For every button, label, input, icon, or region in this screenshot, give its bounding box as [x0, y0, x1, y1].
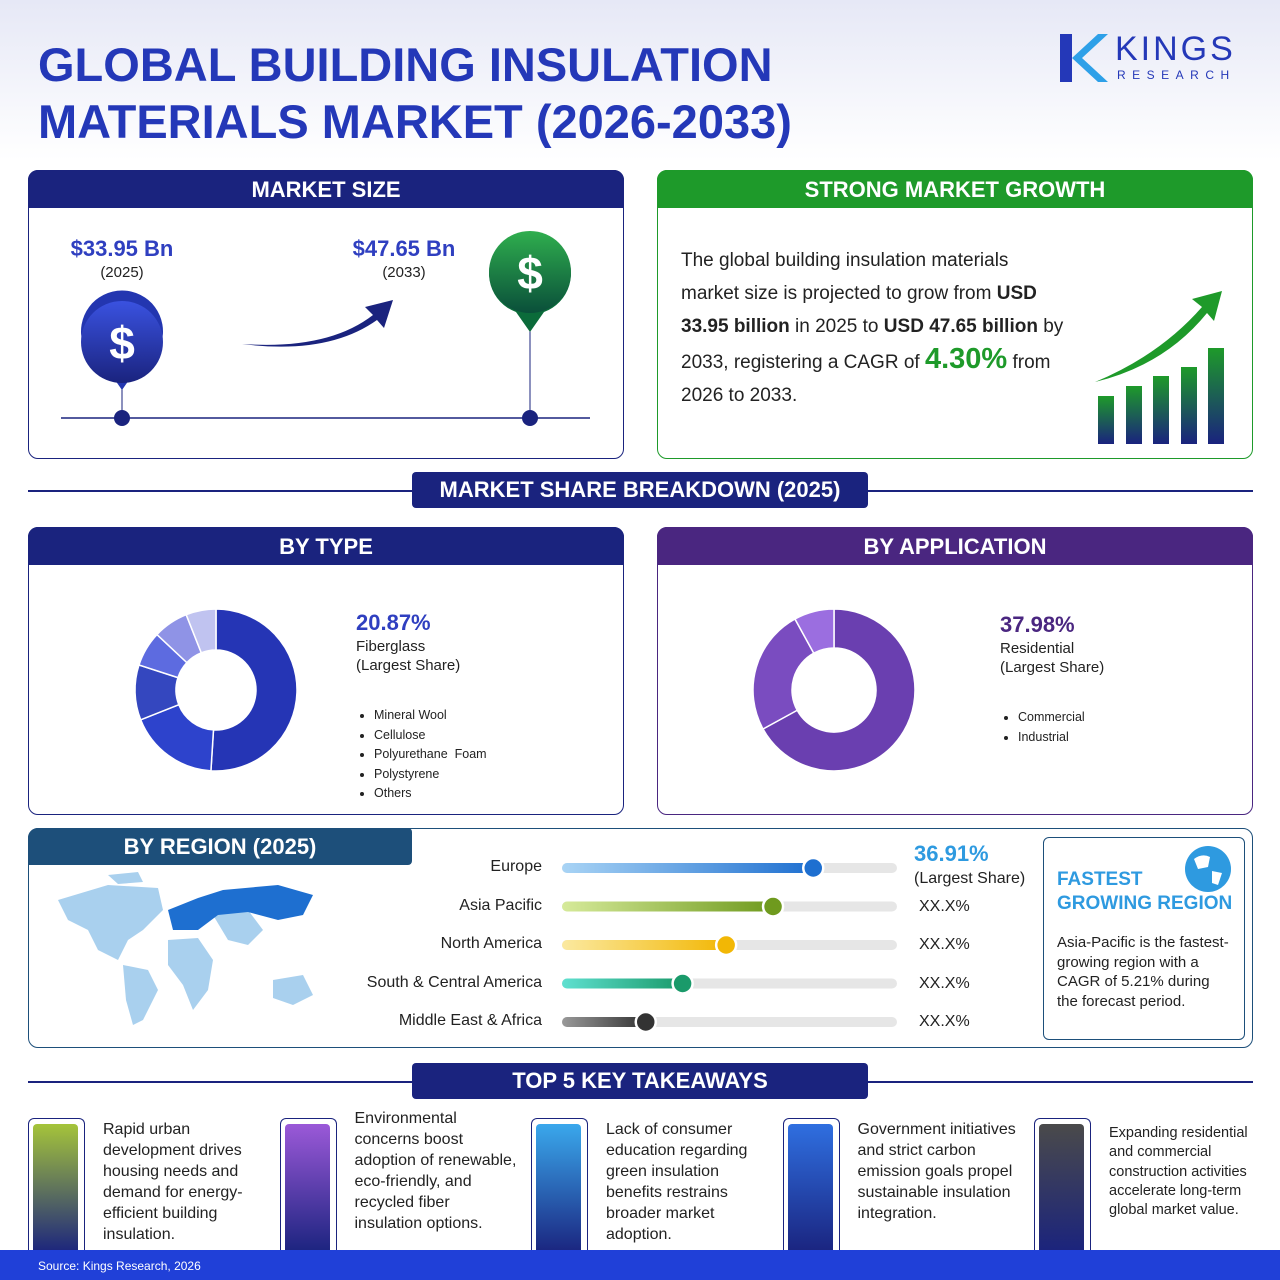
legend: Mineral WoolCellulosePolyurethane FoamPo… [356, 706, 487, 804]
slider-fill [562, 940, 727, 950]
box-header: BY TYPE [28, 527, 624, 565]
dollar-icon: $ [517, 247, 543, 299]
legend-item: Polyurethane Foam [374, 745, 487, 765]
card-bar [536, 1124, 581, 1254]
region-name: Asia Pacific [459, 896, 542, 914]
region-value: XX.X% [919, 1013, 970, 1030]
region-note: (Largest Share) [914, 870, 1026, 887]
card-text: Government initiatives and strict carbon… [857, 1121, 1016, 1222]
legend-item: Cellulose [374, 726, 487, 746]
footer [0, 1250, 1280, 1280]
fastest-title: FASTEST GROWING REGION [1057, 869, 1233, 914]
logo-sub: RESEARCH [1117, 68, 1236, 82]
largest-name: Fiberglass [356, 638, 426, 655]
slider-knob [714, 933, 738, 957]
box-header: STRONG MARKET GROWTH [657, 170, 1253, 208]
start-year: (2025) [100, 264, 144, 281]
end-value: $47.65 Bn [352, 236, 456, 261]
growth-text: The global building insulation materials… [681, 244, 1066, 412]
slider-fill [562, 978, 683, 989]
region-name: Europe [490, 858, 542, 875]
box-header: BY APPLICATION [657, 527, 1253, 565]
source: Source: Kings Research, 2026 [38, 1259, 201, 1273]
largest-note: (Largest Share) [356, 657, 461, 674]
slider-fill [562, 863, 814, 873]
card-bar [1039, 1124, 1084, 1254]
legend: CommercialIndustrial [1000, 708, 1085, 747]
legend-item: Others [374, 784, 487, 804]
card-frame [279, 1118, 337, 1258]
largest-name: Residential [1000, 640, 1075, 657]
legend-item: Mineral Wool [374, 706, 487, 726]
growth-text-part: by 2033, registering a CAGR of [681, 316, 1064, 373]
logo-icon [1060, 34, 1108, 82]
application-donut [752, 608, 916, 772]
region-sliders [562, 856, 897, 1034]
type-box: BY TYPE [28, 527, 624, 815]
slider-knob [671, 972, 694, 995]
slider-knob [634, 1010, 657, 1034]
world-map [58, 872, 313, 1025]
logo-name: KINGS [1115, 30, 1236, 68]
type-donut [134, 608, 298, 772]
fastest-box [1043, 837, 1245, 1040]
legend-item: Polystyrene [374, 765, 487, 785]
donut-segment [185, 608, 217, 654]
growth-text-part: in 2025 to [789, 316, 884, 337]
region-name: South & Central America [366, 973, 542, 991]
growth-icon [1095, 291, 1224, 444]
card-frame [531, 1118, 588, 1258]
legend-item: Industrial [1018, 728, 1085, 748]
card-text: Expanding residential and commercial con… [1109, 1125, 1248, 1219]
globe-icon [1185, 846, 1231, 892]
card-text: Environmental concerns boost adoption of… [354, 1110, 517, 1232]
title-line: GLOBAL BUILDING INSULATION [38, 38, 773, 91]
end-year: (2033) [382, 264, 426, 281]
title: GLOBAL BUILDING INSULATION MATERIALS MARK… [38, 36, 792, 150]
region-value: XX.X% [919, 936, 970, 953]
section-title: MARKET SHARE BREAKDOWN (2025) [412, 472, 868, 508]
market-size-art [61, 231, 590, 426]
largest-value: 20.87% [356, 610, 431, 635]
slider-knob [761, 895, 785, 918]
legend-item: Commercial [1018, 708, 1085, 728]
growth-text-part: USD 33.95 billion [681, 283, 1037, 337]
card-bar [787, 1124, 833, 1254]
region-value: XX.X% [919, 897, 970, 915]
box-header: MARKET SIZE [28, 170, 624, 208]
slider-fill [562, 1017, 646, 1027]
region-value: 36.91% [914, 841, 989, 866]
card-frame [782, 1118, 840, 1258]
card-frame [28, 1118, 85, 1258]
largest-note: (Largest Share) [1000, 659, 1105, 676]
growth-text-part: from 2026 to 2033. [681, 352, 1051, 406]
growth-text-part: USD 47.65 billion [883, 316, 1038, 337]
box-header: BY REGION (2025) [28, 828, 412, 865]
region-value: XX.X% [919, 974, 970, 992]
start-value: $33.95 Bn [70, 236, 174, 261]
card-bar [33, 1124, 78, 1254]
slider-knob [802, 856, 825, 880]
donut-segment [793, 608, 835, 655]
growth-text-part: 4.30% [924, 343, 1008, 375]
fastest-text: Asia-Pacific is the fastest-growing regi… [1057, 934, 1229, 1010]
title-line: MATERIALS MARKET (2026-2033) [38, 95, 792, 148]
region-name: Middle East & Africa [398, 1012, 542, 1029]
card-text: Rapid urban development drives housing n… [103, 1121, 243, 1243]
card-text: Lack of consumer education regarding gre… [606, 1121, 748, 1243]
card-bar [284, 1124, 330, 1254]
slider-fill [562, 901, 774, 912]
section-title: TOP 5 KEY TAKEAWAYS [412, 1063, 868, 1099]
card-frame [1034, 1118, 1091, 1258]
donut-segment [761, 608, 916, 772]
region-name: North America [440, 935, 542, 952]
growth-text-part: The global building insulation materials… [681, 250, 1009, 304]
donut-segment [210, 608, 298, 772]
dollar-icon: $ [109, 317, 135, 369]
largest-value: 37.98% [1000, 612, 1075, 637]
